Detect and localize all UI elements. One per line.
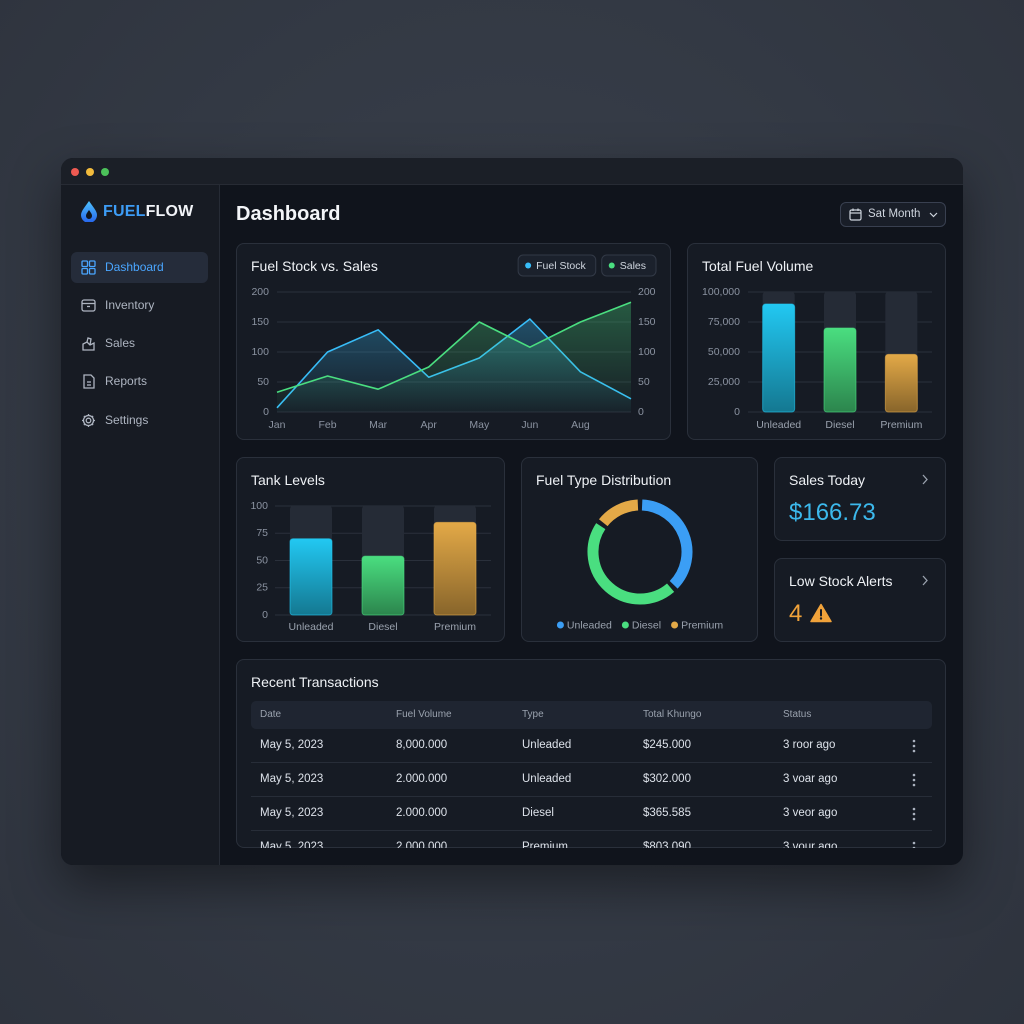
table-row: May 5, 2023 8,000.000 Unleaded $245.000 3 ro… xyxy=(251,729,932,763)
table-cell: Premium xyxy=(522,841,569,848)
row-menu[interactable] xyxy=(911,807,917,821)
table-cell: May 5, 2023 xyxy=(260,807,324,819)
row-menu[interactable] xyxy=(911,739,917,753)
table-cell: 3 voar ago xyxy=(783,773,838,785)
table-cell: 3 veor ago xyxy=(783,807,838,819)
table-cell: 2.000.000 xyxy=(396,841,448,848)
nav-icon xyxy=(82,414,95,427)
nav-item[interactable]: Inventory xyxy=(71,290,208,321)
table-cell: Unleaded xyxy=(522,773,572,785)
row-menu[interactable] xyxy=(911,773,917,787)
stat-card[interactable] xyxy=(774,457,946,541)
table-cell: 3 vour ago xyxy=(783,841,838,848)
logo-icon xyxy=(81,201,97,222)
page-title: Dashboard xyxy=(236,203,341,225)
table-cell: May 5, 2023 xyxy=(260,773,324,785)
title-bar xyxy=(61,158,963,185)
window-close[interactable] xyxy=(71,168,79,176)
table-cell: $245.000 xyxy=(643,739,691,751)
calendar-icon xyxy=(849,208,862,221)
card-title: Total Fuel Volume xyxy=(702,258,814,274)
table-row: May 5, 2023 2.000.000 Unleaded $302.000 3 vo… xyxy=(251,763,932,797)
table-title: Recent Transactions xyxy=(251,674,379,690)
nav-label: Inventory xyxy=(105,298,155,312)
chevron-right xyxy=(922,474,928,485)
table-cell: Diesel xyxy=(522,807,554,819)
column-header: Type xyxy=(522,709,544,720)
table-cell: May 5, 2023 xyxy=(260,739,324,751)
table-cell: 2.000.000 xyxy=(396,773,448,785)
nav-label: Sales xyxy=(105,336,136,350)
card-title: Low Stock Alerts xyxy=(789,573,893,589)
column-header: Status xyxy=(783,709,812,720)
table-row: May 5, 2023 2.000.000 Premium $803.090 3 vou… xyxy=(251,831,932,848)
nav-item[interactable]: Settings xyxy=(71,405,208,436)
card-title: Fuel Stock vs. Sales xyxy=(251,258,378,274)
column-header: Date xyxy=(260,709,282,720)
card-title: Fuel Type Distribution xyxy=(536,472,672,488)
table-cell: $365.585 xyxy=(643,807,691,819)
table-cell: 2.000.000 xyxy=(396,807,448,819)
window-maximize[interactable] xyxy=(101,168,109,176)
stat-value: 4 xyxy=(789,600,803,627)
table-cell: $803.090 xyxy=(643,841,691,848)
chevron-right xyxy=(922,575,928,586)
logo-accent: FUEL xyxy=(103,203,146,220)
stat-card[interactable] xyxy=(774,558,946,642)
column-header: Total Khungo xyxy=(643,709,702,720)
chevron-down xyxy=(929,212,938,218)
sidebar xyxy=(61,185,220,865)
table-cell: $302.000 xyxy=(643,773,691,785)
table-cell: Unleaded xyxy=(522,739,572,751)
table-cell: May 5, 2023 xyxy=(260,841,324,848)
table-card xyxy=(236,659,946,848)
nav-icon xyxy=(82,337,95,351)
nav-item[interactable]: Dashboard xyxy=(71,252,208,283)
logo[interactable]: FUELFLOW xyxy=(103,202,193,222)
table-row: May 5, 2023 2.000.000 Diesel $365.585 3 veor… xyxy=(251,797,932,831)
card-title: Tank Levels xyxy=(251,472,325,488)
period-label: Sat Month xyxy=(868,208,921,220)
table-cell: 8,000.000 xyxy=(396,739,448,751)
table-cell: 3 roor ago xyxy=(783,739,836,751)
transactions-table: Date Fuel Volume Type Total Khungo Status May… xyxy=(251,701,932,848)
nav-item[interactable]: Reports xyxy=(71,366,208,397)
warning-icon xyxy=(810,603,832,623)
nav-icon xyxy=(83,374,95,389)
nav-label: Reports xyxy=(105,374,148,388)
stat-value: $166.73 xyxy=(789,499,876,526)
nav-icon xyxy=(81,299,96,312)
card-title: Sales Today xyxy=(789,472,866,488)
nav-label: Settings xyxy=(105,413,149,427)
row-menu[interactable] xyxy=(911,841,917,848)
nav-label: Dashboard xyxy=(105,260,164,274)
period-select[interactable]: Sat Month xyxy=(840,202,946,227)
table-header: Date Fuel Volume Type Total Khungo Status xyxy=(251,701,932,729)
nav-item[interactable]: Sales xyxy=(71,328,208,359)
column-header: Fuel Volume xyxy=(396,709,452,720)
nav-icon xyxy=(81,260,96,275)
logo-rest: FLOW xyxy=(145,203,194,220)
window-minimize[interactable] xyxy=(86,168,94,176)
